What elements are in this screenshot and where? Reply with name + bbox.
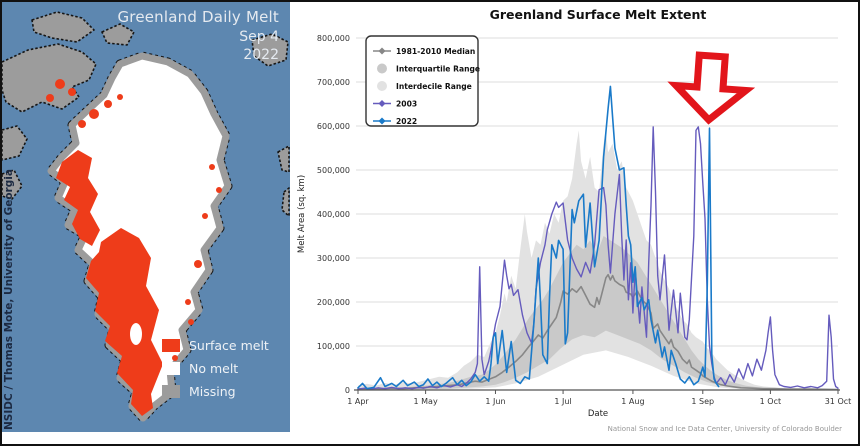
map-title-block: Greenland Daily Melt Sep 4 2022 [117,8,279,64]
x-tick-label: 31 Oct [825,397,852,406]
legend-marker [378,47,386,55]
y-tick-label: 400,000 [317,210,350,219]
x-axis-label: Date [588,409,608,419]
y-tick-label: 100,000 [317,342,350,351]
map-date-year: 2022 [243,46,279,63]
series-2022 [357,85,720,390]
legend-item-missing: Missing [162,384,269,399]
y-axis-label: Melt Area (sq. km) [297,175,307,253]
legend-box [365,35,479,127]
greenland-map-panel: Greenland Daily Melt Sep 4 2022 NSIDC / … [2,2,290,432]
chart-credit: National Snow and Ice Data Center, Unive… [608,425,843,433]
y-tick-label: 600,000 [317,122,350,131]
legend-label: Missing [189,384,236,399]
x-tick-label: 1 Apr [347,397,369,406]
legend-item-surface-melt: Surface melt [162,338,269,353]
legend-entry-label: Interdecile Range [396,82,472,91]
x-tick-label: 1 Sep [691,397,714,406]
red-arrow-annotation-icon [667,51,756,125]
y-tick-label: 700,000 [317,78,350,87]
legend-marker [378,100,386,107]
legend-label: Surface melt [189,338,269,353]
x-tick-label: 1 Oct [760,397,781,406]
legend-entry-label: 2022 [396,117,417,126]
series-1981-2010-median [357,273,839,391]
y-tick-label: 0 [345,386,350,395]
no-melt-swatch [162,362,180,375]
y-tick-label: 800,000 [317,34,350,43]
legend-patch-marker [377,63,387,74]
x-tick-label: 1 May [414,397,438,406]
legend-entry-label: Interquartile Range [396,64,480,73]
plot-layer: 0 100,000 200,000 300,000 400,000 500,000 600,… [317,34,851,406]
surface-melt-swatch [162,339,180,352]
series-2003 [357,126,839,390]
missing-swatch [162,385,180,398]
legend-marker [378,117,386,125]
legend-patch-marker [377,81,387,91]
map-legend: Surface melt No melt Missing [162,338,269,407]
y-tick-label: 300,000 [317,254,350,263]
melt-extent-chart: Greenland Surface Melt Extent 0 100,000 20… [297,7,851,433]
legend-label: No melt [189,361,239,376]
chart-legend: 1981-2010 Median Interquartile Range Inter… [365,35,480,127]
band-interquartile-range [358,236,838,390]
x-tick-label: 1 Jul [554,397,571,406]
melt-extent-chart-panel: Greenland Surface Melt Extent 0 100,000 20… [290,2,858,444]
surface-melt-regions [56,94,222,416]
greenland-map-art [2,2,290,432]
x-tick-label: 1 Jun [485,397,505,406]
legend-item-no-melt: No melt [162,361,269,376]
map-title: Greenland Daily Melt [117,8,279,26]
x-tick-label: 1 Aug [621,397,644,406]
no-melt-hole [130,323,142,345]
y-tick-label: 200,000 [317,298,350,307]
y-tick-label: 500,000 [317,166,350,175]
map-credit-vertical: NSIDC / Thomas Mote, University of Georg… [3,169,15,430]
legend-entry-label: 1981-2010 Median [396,47,475,56]
map-date-day: Sep 4 [239,28,279,45]
island-melt-patches [46,79,76,102]
legend-entry-label: 2003 [396,99,417,108]
chart-title: Greenland Surface Melt Extent [490,7,707,22]
